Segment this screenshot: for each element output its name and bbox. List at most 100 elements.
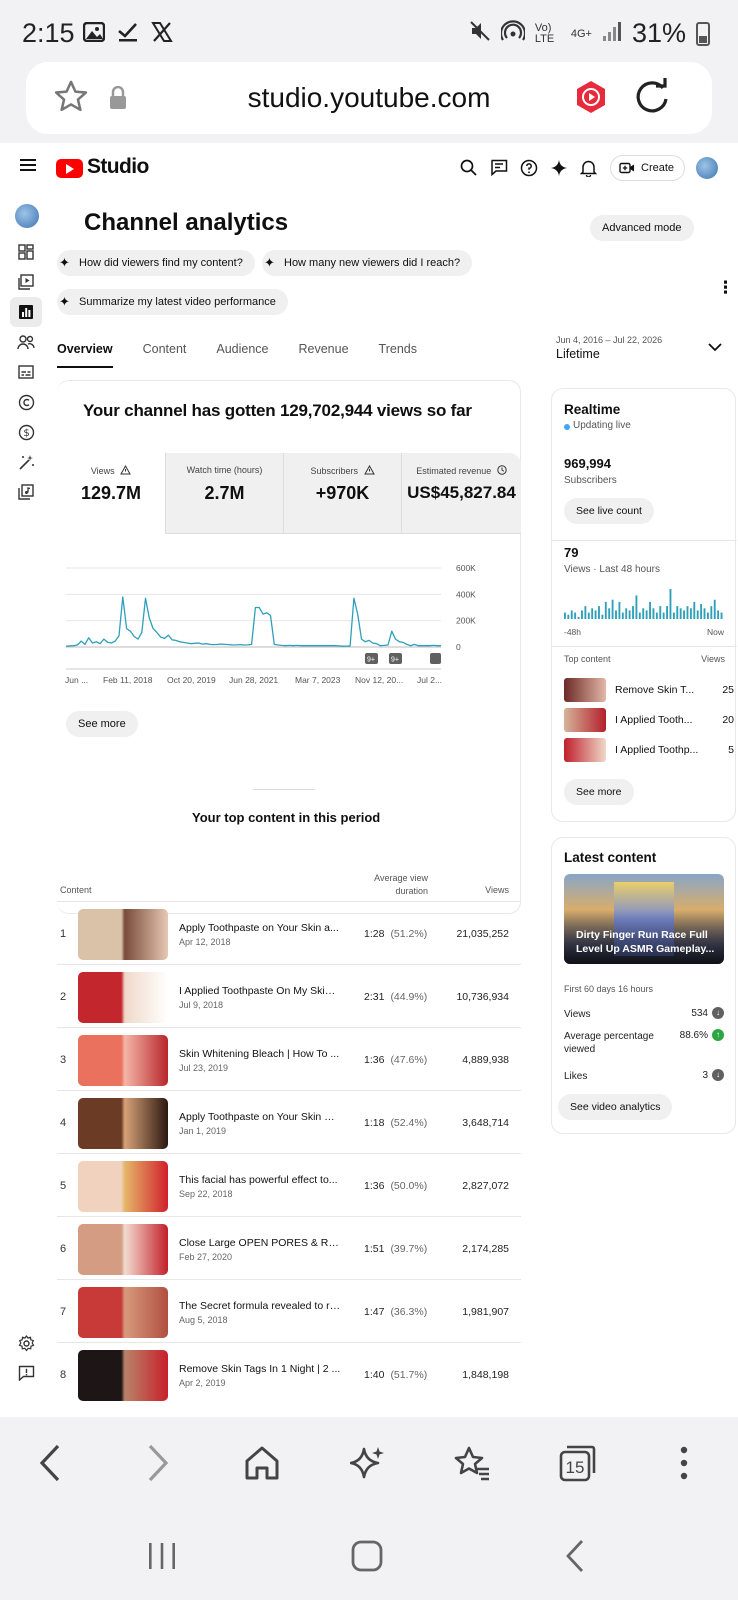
realtime-bar[interactable] <box>703 608 706 619</box>
see-live-count-button[interactable]: See live count <box>564 498 654 524</box>
realtime-bar[interactable] <box>598 606 600 619</box>
video-title[interactable]: Skin Whitening Bleach | How To ... <box>179 1048 340 1060</box>
tab-content[interactable]: Content <box>142 342 187 356</box>
realtime-bar[interactable] <box>700 604 703 619</box>
realtime-bar[interactable] <box>604 601 607 619</box>
table-row[interactable]: 8 Remove Skin Tags In 1 Night | 2 ... Apr … <box>57 1342 521 1406</box>
tab-audience[interactable]: Audience <box>216 342 269 356</box>
bookmark-star-icon[interactable] <box>52 78 90 121</box>
realtime-bar[interactable] <box>632 606 634 619</box>
realtime-bar[interactable] <box>601 614 604 619</box>
notifications-bell-icon[interactable] <box>578 155 599 180</box>
search-icon[interactable] <box>458 155 479 180</box>
video-title[interactable]: Close Large OPEN PORES & Rem... <box>179 1237 341 1249</box>
realtime-bar[interactable] <box>649 601 651 619</box>
latest-video-thumbnail[interactable]: Dirty Finger Run Race Full Level Up ASMR… <box>564 874 724 964</box>
video-thumbnail[interactable] <box>78 1161 168 1212</box>
table-row[interactable]: 3 Skin Whitening Bleach | How To ... Jul 2… <box>57 1027 521 1091</box>
address-bar[interactable]: studio.youtube.com <box>26 62 712 134</box>
item-title[interactable]: I Applied Tooth... <box>615 714 693 726</box>
realtime-bar[interactable] <box>689 608 692 619</box>
top-content-item[interactable]: I Applied Toothp... 5 <box>564 738 734 762</box>
realtime-bar[interactable] <box>710 606 713 619</box>
customization-wand-icon[interactable] <box>13 449 39 475</box>
recents-icon[interactable] <box>146 1531 178 1581</box>
community-icon[interactable] <box>13 329 39 355</box>
overview-see-more-button[interactable]: See more <box>66 711 138 737</box>
realtime-bar[interactable] <box>594 610 597 619</box>
tab-trends[interactable]: Trends <box>378 342 417 356</box>
url-text[interactable]: studio.youtube.com <box>247 82 491 113</box>
realtime-bar[interactable] <box>638 612 641 619</box>
help-icon[interactable] <box>518 155 539 180</box>
table-row[interactable]: 6 Close Large OPEN PORES & Rem... Feb 27, … <box>57 1216 521 1280</box>
realtime-bar[interactable] <box>683 610 686 619</box>
video-thumbnail[interactable] <box>78 1035 168 1086</box>
tab-overview[interactable]: Overview <box>57 342 113 368</box>
video-thumbnail[interactable] <box>78 909 168 960</box>
browser-menu-icon[interactable] <box>662 1441 706 1485</box>
realtime-bar[interactable] <box>679 608 682 619</box>
realtime-bar[interactable] <box>693 601 696 619</box>
account-avatar[interactable] <box>696 157 718 179</box>
realtime-bar[interactable] <box>611 599 614 619</box>
table-row[interactable]: 7 The Secret formula revealed to re... Aug… <box>57 1279 521 1343</box>
date-range-selector[interactable]: Lifetime <box>556 347 600 361</box>
video-title[interactable]: I Applied Toothpaste On My Skin ... <box>179 985 341 997</box>
menu-icon[interactable] <box>20 158 36 177</box>
table-row[interactable]: 4 Apply Toothpaste on Your Skin & ... Jan … <box>57 1090 521 1154</box>
realtime-bar[interactable] <box>655 612 658 619</box>
video-thumbnail[interactable] <box>78 1098 168 1149</box>
tabs-icon[interactable]: 15 <box>555 1441 599 1485</box>
content-icon[interactable] <box>13 269 39 295</box>
realtime-bar[interactable] <box>591 608 594 619</box>
metric-views[interactable]: Views 129.7M <box>57 453 166 534</box>
realtime-bar[interactable] <box>570 610 573 619</box>
views-chart[interactable]: 600K 400K 200K 0 9+ 9+ Jun ... Feb 11, 2018 Oct … <box>57 548 521 698</box>
latest-video-title[interactable]: Dirty Finger Run Race Full Level Up ASMR… <box>576 929 715 955</box>
realtime-bar[interactable] <box>564 612 566 619</box>
more-options-icon[interactable]: ⋮ <box>717 278 734 297</box>
realtime-bar[interactable] <box>672 612 675 619</box>
video-title[interactable]: This facial has powerful effect to... <box>179 1174 338 1186</box>
chip-summarize-video[interactable]: ✦ Summarize my latest video performance <box>57 289 288 315</box>
realtime-see-more-button[interactable]: See more <box>564 779 634 805</box>
realtime-bar[interactable] <box>717 610 720 619</box>
realtime-bar[interactable] <box>621 612 624 619</box>
create-button[interactable]: Create <box>610 155 686 181</box>
youtube-logo-icon[interactable] <box>56 159 83 178</box>
item-title[interactable]: Remove Skin T... <box>615 684 695 696</box>
realtime-bar[interactable] <box>587 612 590 619</box>
realtime-bar[interactable] <box>659 606 662 619</box>
table-row[interactable]: 1 Apply Toothpaste on Your Skin a... Apr 1… <box>57 901 521 965</box>
item-thumbnail[interactable] <box>564 738 606 762</box>
video-thumbnail[interactable] <box>78 1287 168 1338</box>
advanced-mode-button[interactable]: Advanced mode <box>590 215 694 241</box>
analytics-icon[interactable] <box>10 297 42 327</box>
comments-icon[interactable] <box>488 155 509 180</box>
realtime-bar[interactable] <box>666 606 668 619</box>
item-thumbnail[interactable] <box>564 678 606 702</box>
lock-icon[interactable] <box>108 85 128 115</box>
realtime-bar[interactable] <box>608 608 611 619</box>
home-icon[interactable] <box>240 1441 284 1485</box>
subtitles-icon[interactable] <box>13 359 39 385</box>
realtime-bar[interactable] <box>615 610 617 619</box>
reload-icon[interactable] <box>632 76 672 123</box>
realtime-bar[interactable] <box>669 589 672 619</box>
views-line-chart[interactable]: 600K 400K 200K 0 9+ 9+ Jun ... Feb 11, 2018 Oct … <box>57 548 521 698</box>
bookmarks-icon[interactable] <box>450 1441 494 1485</box>
realtime-bar[interactable] <box>720 612 723 619</box>
chip-viewers-find[interactable]: ✦ How did viewers find my content? <box>57 250 255 276</box>
realtime-bar-chart[interactable] <box>564 585 729 621</box>
video-title[interactable]: Apply Toothpaste on Your Skin a... <box>179 922 339 934</box>
forward-icon[interactable] <box>136 1441 180 1485</box>
home-button-icon[interactable] <box>350 1531 384 1581</box>
metric-subscribers[interactable]: Subscribers +970K <box>284 453 402 534</box>
ai-sparkle-icon[interactable] <box>346 1441 390 1485</box>
youtube-extension-icon[interactable] <box>575 80 607 119</box>
realtime-bar[interactable] <box>686 606 689 619</box>
see-video-analytics-button[interactable]: See video analytics <box>558 1094 673 1120</box>
realtime-bar[interactable] <box>662 612 665 619</box>
video-thumbnail[interactable] <box>78 1224 168 1275</box>
